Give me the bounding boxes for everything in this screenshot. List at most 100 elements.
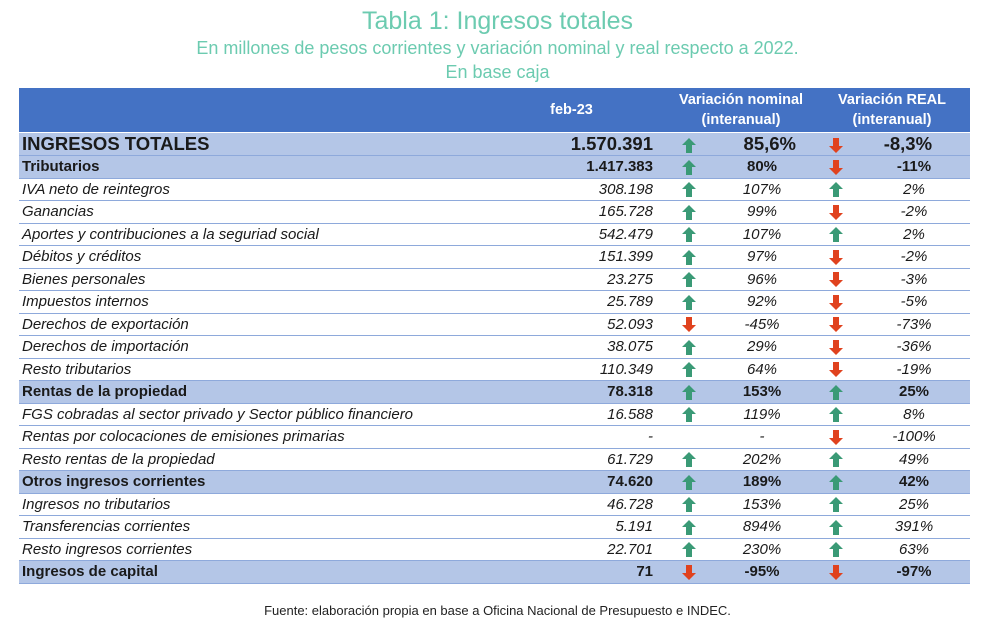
row-value: 74.620 bbox=[475, 470, 668, 494]
header-real-line2: (interanual) bbox=[852, 112, 932, 128]
row-real-variation: -2% bbox=[858, 200, 971, 224]
nominal-arrow-cell bbox=[668, 403, 710, 426]
arrow-up-icon bbox=[829, 497, 843, 513]
table-row: FGS cobradas al sector privado y Sector … bbox=[19, 403, 971, 426]
row-real-variation: -73% bbox=[858, 313, 971, 336]
row-real-variation: 63% bbox=[858, 538, 971, 561]
row-value: 22.701 bbox=[475, 538, 668, 561]
arrow-up-icon bbox=[682, 519, 696, 535]
row-value: 25.789 bbox=[475, 290, 668, 314]
table-row: Aportes y contribuciones a la seguriad s… bbox=[19, 223, 971, 246]
nominal-arrow-cell bbox=[668, 223, 710, 246]
arrow-up-icon bbox=[682, 137, 696, 153]
row-label: Bienes personales bbox=[19, 268, 475, 291]
arrow-down-icon bbox=[829, 362, 843, 378]
arrow-down-icon bbox=[829, 429, 843, 445]
arrow-down-icon bbox=[829, 159, 843, 175]
row-real-variation: -100% bbox=[858, 425, 971, 449]
table-row: Ingresos no tributarios 46.728 153% 25% bbox=[19, 493, 971, 516]
arrow-up-icon bbox=[682, 407, 696, 423]
row-real-variation: -3% bbox=[858, 268, 971, 291]
header-nominal-variation: Variación nominal (interanual) bbox=[668, 88, 814, 133]
row-value: 23.275 bbox=[475, 268, 668, 291]
table-row: Ganancias 165.728 99% -2% bbox=[19, 200, 971, 224]
arrow-up-icon bbox=[682, 249, 696, 265]
row-nominal-variation: - bbox=[710, 425, 814, 449]
arrow-up-icon bbox=[682, 474, 696, 490]
row-label: Rentas de la propiedad bbox=[19, 380, 475, 404]
row-real-variation: 25% bbox=[858, 380, 971, 404]
row-value: 308.198 bbox=[475, 178, 668, 201]
real-arrow-cell bbox=[814, 448, 858, 471]
row-real-variation: -11% bbox=[858, 155, 971, 179]
header-period: feb-23 bbox=[475, 88, 668, 133]
arrow-up-icon bbox=[682, 362, 696, 378]
arrow-up-icon bbox=[682, 339, 696, 355]
real-arrow-cell bbox=[814, 245, 858, 269]
arrow-up-icon bbox=[682, 497, 696, 513]
row-label: Ingresos de capital bbox=[19, 560, 475, 584]
table-title: Tabla 1: Ingresos totales bbox=[362, 7, 633, 35]
arrow-up-icon bbox=[682, 159, 696, 175]
row-value: 46.728 bbox=[475, 493, 668, 516]
row-nominal-variation: 80% bbox=[710, 155, 814, 179]
row-label: Derechos de exportación bbox=[19, 313, 475, 336]
row-label: Rentas por colocaciones de emisiones pri… bbox=[19, 425, 475, 449]
row-label: Ganancias bbox=[19, 200, 475, 224]
header-empty-cell bbox=[19, 88, 475, 133]
row-label: Ingresos no tributarios bbox=[19, 493, 475, 516]
arrow-up-icon bbox=[829, 474, 843, 490]
table-row: Derechos de importación 38.075 29% -36% bbox=[19, 335, 971, 359]
row-value: 38.075 bbox=[475, 335, 668, 359]
row-real-variation: 8% bbox=[858, 403, 971, 426]
arrow-up-icon bbox=[829, 182, 843, 198]
row-real-variation: 49% bbox=[858, 448, 971, 471]
row-value: 5.191 bbox=[475, 515, 668, 539]
real-arrow-cell bbox=[814, 560, 858, 584]
row-nominal-variation: 107% bbox=[710, 223, 814, 246]
row-label: Débitos y créditos bbox=[19, 245, 475, 269]
arrow-up-icon bbox=[682, 542, 696, 558]
row-value: 110.349 bbox=[475, 358, 668, 381]
arrow-down-icon bbox=[682, 564, 696, 580]
real-arrow-cell bbox=[814, 493, 858, 516]
real-arrow-cell bbox=[814, 425, 858, 449]
header-nominal-line2: (interanual) bbox=[701, 112, 781, 128]
arrow-up-icon bbox=[682, 452, 696, 468]
arrow-down-icon bbox=[829, 294, 843, 310]
real-arrow-cell bbox=[814, 268, 858, 291]
arrow-up-icon bbox=[682, 294, 696, 310]
row-nominal-variation: 99% bbox=[710, 200, 814, 224]
row-value: 61.729 bbox=[475, 448, 668, 471]
row-value: 542.479 bbox=[475, 223, 668, 246]
arrow-up-icon bbox=[829, 519, 843, 535]
row-nominal-variation: -45% bbox=[710, 313, 814, 336]
table-row: Derechos de exportación 52.093 -45% -73% bbox=[19, 313, 971, 336]
row-nominal-variation: 202% bbox=[710, 448, 814, 471]
row-real-variation: -8,3% bbox=[858, 132, 971, 156]
arrow-up-icon bbox=[682, 272, 696, 288]
row-value: - bbox=[475, 425, 668, 449]
row-real-variation: -5% bbox=[858, 290, 971, 314]
nominal-arrow-cell bbox=[668, 132, 710, 156]
header-nominal-line1: Variación nominal bbox=[678, 92, 804, 108]
row-label: Resto tributarios bbox=[19, 358, 475, 381]
nominal-arrow-cell bbox=[668, 358, 710, 381]
nominal-arrow-cell bbox=[668, 200, 710, 224]
nominal-arrow-cell bbox=[668, 313, 710, 336]
row-value: 52.093 bbox=[475, 313, 668, 336]
nominal-arrow-cell bbox=[668, 493, 710, 516]
table-subtitle: En millones de pesos corrientes y variac… bbox=[196, 38, 799, 58]
nominal-arrow-cell bbox=[668, 155, 710, 179]
arrow-up-icon bbox=[829, 542, 843, 558]
row-nominal-variation: 189% bbox=[710, 470, 814, 494]
arrow-down-icon bbox=[829, 249, 843, 265]
arrow-down-icon bbox=[829, 564, 843, 580]
arrow-down-icon bbox=[829, 137, 843, 153]
real-arrow-cell bbox=[814, 380, 858, 404]
real-arrow-cell bbox=[814, 538, 858, 561]
row-label: Resto ingresos corrientes bbox=[19, 538, 475, 561]
row-label: FGS cobradas al sector privado y Sector … bbox=[19, 403, 475, 426]
real-arrow-cell bbox=[814, 515, 858, 539]
real-arrow-cell bbox=[814, 403, 858, 426]
